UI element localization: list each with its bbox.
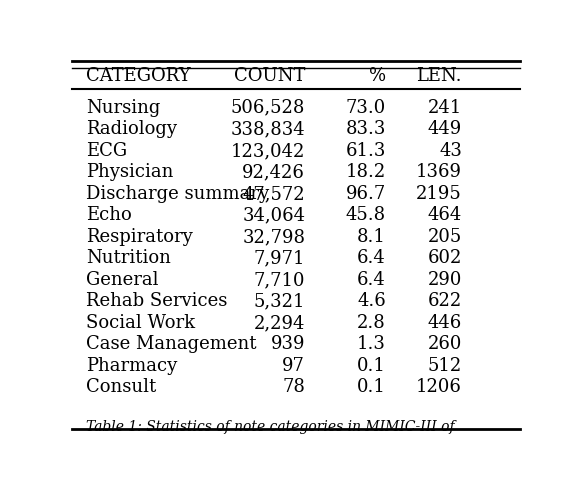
- Text: 1369: 1369: [416, 163, 462, 181]
- Text: Social Work: Social Work: [86, 314, 195, 332]
- Text: 61.3: 61.3: [346, 142, 386, 160]
- Text: 0.1: 0.1: [357, 378, 386, 396]
- Text: 512: 512: [428, 357, 462, 375]
- Text: 446: 446: [428, 314, 462, 332]
- Text: 7,710: 7,710: [254, 271, 305, 289]
- Text: 241: 241: [428, 99, 462, 117]
- Text: Nutrition: Nutrition: [86, 249, 171, 268]
- Text: 34,064: 34,064: [242, 206, 305, 224]
- Text: 290: 290: [428, 271, 462, 289]
- Text: 0.1: 0.1: [357, 357, 386, 375]
- Text: CATEGORY: CATEGORY: [86, 67, 190, 85]
- Text: 96.7: 96.7: [346, 185, 386, 203]
- Text: 4.6: 4.6: [357, 293, 386, 310]
- Text: LEN.: LEN.: [417, 67, 462, 85]
- Text: Rehab Services: Rehab Services: [86, 293, 227, 310]
- Text: 6.4: 6.4: [357, 249, 386, 268]
- Text: 18.2: 18.2: [346, 163, 386, 181]
- Text: 622: 622: [428, 293, 462, 310]
- Text: 464: 464: [428, 206, 462, 224]
- Text: 449: 449: [428, 121, 462, 138]
- Text: Nursing: Nursing: [86, 99, 160, 117]
- Text: General: General: [86, 271, 158, 289]
- Text: 1206: 1206: [416, 378, 462, 396]
- Text: 5,321: 5,321: [254, 293, 305, 310]
- Text: %: %: [369, 67, 386, 85]
- Text: Discharge summary: Discharge summary: [86, 185, 269, 203]
- Text: 260: 260: [428, 336, 462, 353]
- Text: 8.1: 8.1: [357, 228, 386, 246]
- Text: 506,528: 506,528: [231, 99, 305, 117]
- Text: COUNT: COUNT: [234, 67, 305, 85]
- Text: 205: 205: [428, 228, 462, 246]
- Text: 83.3: 83.3: [346, 121, 386, 138]
- Text: ECG: ECG: [86, 142, 127, 160]
- Text: 92,426: 92,426: [242, 163, 305, 181]
- Text: 45.8: 45.8: [346, 206, 386, 224]
- Text: Echo: Echo: [86, 206, 131, 224]
- Text: 97: 97: [282, 357, 305, 375]
- Text: Radiology: Radiology: [86, 121, 177, 138]
- Text: Table 1: Statistics of note categories in MIMIC-III of: Table 1: Statistics of note categories i…: [86, 420, 454, 434]
- Text: Case Management: Case Management: [86, 336, 256, 353]
- Text: 2195: 2195: [416, 185, 462, 203]
- Text: 32,798: 32,798: [242, 228, 305, 246]
- Text: 6.4: 6.4: [357, 271, 386, 289]
- Text: 7,971: 7,971: [254, 249, 305, 268]
- Text: Pharmacy: Pharmacy: [86, 357, 177, 375]
- Text: 78: 78: [282, 378, 305, 396]
- Text: 602: 602: [428, 249, 462, 268]
- Text: 2,294: 2,294: [254, 314, 305, 332]
- Text: 338,834: 338,834: [231, 121, 305, 138]
- Text: Respiratory: Respiratory: [86, 228, 192, 246]
- Text: Consult: Consult: [86, 378, 156, 396]
- Text: 123,042: 123,042: [231, 142, 305, 160]
- Text: 43: 43: [439, 142, 462, 160]
- Text: 1.3: 1.3: [357, 336, 386, 353]
- Text: 939: 939: [271, 336, 305, 353]
- Text: 2.8: 2.8: [357, 314, 386, 332]
- Text: Physician: Physician: [86, 163, 173, 181]
- Text: 73.0: 73.0: [346, 99, 386, 117]
- Text: 47,572: 47,572: [243, 185, 305, 203]
